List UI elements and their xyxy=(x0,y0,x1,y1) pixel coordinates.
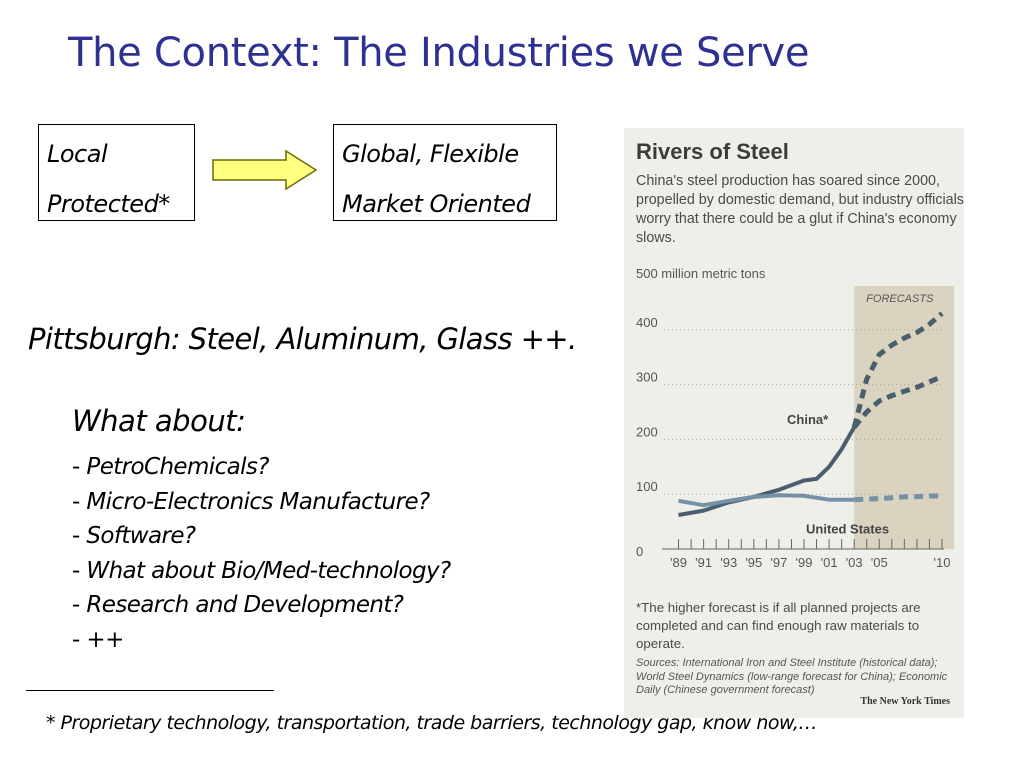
slide-title: The Context: The Industries we Serve xyxy=(68,30,810,76)
local-label: Local xyxy=(47,140,108,168)
x-tick-label: '99 xyxy=(796,555,813,570)
list-item: - ++ xyxy=(72,626,124,653)
right-arrow-icon xyxy=(212,150,318,190)
x-tick-label: '05 xyxy=(871,555,888,570)
china-series-label: China* xyxy=(787,412,829,427)
series-line xyxy=(854,493,943,503)
local-protected-box: Local Protected* xyxy=(38,124,195,221)
forecast-note: *The higher forecast is if all planned p… xyxy=(636,600,921,651)
list-item: - PetroChemicals? xyxy=(72,454,269,480)
x-tick-label: '03 xyxy=(846,555,863,570)
x-tick-label: '91 xyxy=(695,555,712,570)
x-tick-label: '95 xyxy=(745,555,762,570)
y-axis-unit-label: 500 million metric tons xyxy=(636,266,766,281)
forecast-region xyxy=(854,286,954,549)
global-market-box: Global, Flexible Market Oriented xyxy=(333,124,557,221)
industry-list: - PetroChemicals? - Micro-Electronics Ma… xyxy=(72,450,451,657)
y-tick-label: 400 xyxy=(636,315,658,330)
what-about-heading: What about: xyxy=(72,404,246,438)
steel-production-chart: FORECASTS 100 200 300 400 0 '89 '91 '93 '95 '97 '99… xyxy=(636,286,954,570)
rivers-of-steel-clipping: Rivers of Steel China's steel production… xyxy=(624,128,964,718)
series-line xyxy=(852,374,944,429)
x-tick-label: '93 xyxy=(720,555,737,570)
list-item-text: What about Bio/Med-technology? xyxy=(86,557,451,584)
nyt-credit: The New York Times xyxy=(860,696,950,707)
list-item: - Software? xyxy=(72,523,196,549)
clipping-title: Rivers of Steel xyxy=(636,139,789,164)
list-item: - Research and Development? xyxy=(72,592,404,618)
list-item: - What about Bio/Med-technology? xyxy=(72,557,451,584)
list-item-text: Research and Development? xyxy=(86,592,404,618)
us-series-label: United States xyxy=(806,522,889,537)
list-item-text: Micro-Electronics Manufacture? xyxy=(86,488,430,515)
list-item-text: ++ xyxy=(86,626,124,653)
series-line xyxy=(678,493,855,508)
list-item-text: PetroChemicals? xyxy=(86,454,269,480)
forecast-label: FORECASTS xyxy=(866,293,934,305)
footnote-divider xyxy=(26,690,274,691)
pittsburgh-heading: Pittsburgh: Steel, Aluminum, Glass ++. xyxy=(28,322,577,356)
series-line xyxy=(678,426,856,517)
list-item: - Micro-Electronics Manufacture? xyxy=(72,488,430,515)
clipping-subtitle: China's steel production has soared sinc… xyxy=(636,173,964,246)
y-tick-label: 200 xyxy=(636,424,658,439)
x-tick-label: '10 xyxy=(934,555,951,570)
protected-label: Protected* xyxy=(47,190,170,218)
global-flexible-label: Global, Flexible xyxy=(342,140,519,168)
y-tick-label: 100 xyxy=(636,479,658,494)
y-tick-label: 0 xyxy=(636,544,643,559)
sources-text: Sources: International Iron and Steel In… xyxy=(636,657,948,696)
x-tick-label: '97 xyxy=(770,555,787,570)
x-tick-label: '89 xyxy=(670,555,687,570)
x-tick-label: '01 xyxy=(821,555,838,570)
y-tick-label: 300 xyxy=(636,370,658,385)
market-oriented-label: Market Oriented xyxy=(342,190,531,218)
list-item-text: Software? xyxy=(86,523,196,549)
